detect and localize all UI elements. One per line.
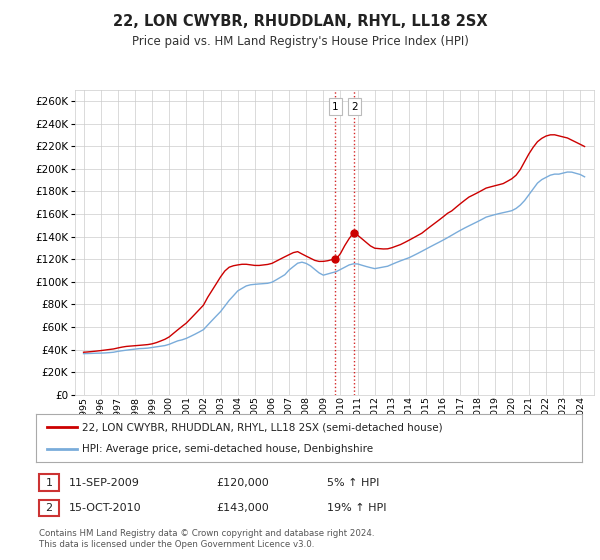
Text: 22, LON CWYBR, RHUDDLAN, RHYL, LL18 2SX: 22, LON CWYBR, RHUDDLAN, RHYL, LL18 2SX xyxy=(113,14,487,29)
Text: £143,000: £143,000 xyxy=(216,503,269,513)
FancyBboxPatch shape xyxy=(39,500,59,516)
Text: 2: 2 xyxy=(351,101,358,111)
Text: £120,000: £120,000 xyxy=(216,478,269,488)
Text: 1: 1 xyxy=(46,478,52,488)
Text: 22, LON CWYBR, RHUDDLAN, RHYL, LL18 2SX (semi-detached house): 22, LON CWYBR, RHUDDLAN, RHYL, LL18 2SX … xyxy=(82,422,443,432)
Text: Contains HM Land Registry data © Crown copyright and database right 2024.
This d: Contains HM Land Registry data © Crown c… xyxy=(39,529,374,549)
Text: 11-SEP-2009: 11-SEP-2009 xyxy=(69,478,140,488)
Text: 15-OCT-2010: 15-OCT-2010 xyxy=(69,503,142,513)
Text: 2: 2 xyxy=(46,503,52,513)
Text: 1: 1 xyxy=(332,101,338,111)
Text: 19% ↑ HPI: 19% ↑ HPI xyxy=(327,503,386,513)
FancyBboxPatch shape xyxy=(39,474,59,491)
Text: HPI: Average price, semi-detached house, Denbighshire: HPI: Average price, semi-detached house,… xyxy=(82,444,374,454)
Text: 5% ↑ HPI: 5% ↑ HPI xyxy=(327,478,379,488)
Text: Price paid vs. HM Land Registry's House Price Index (HPI): Price paid vs. HM Land Registry's House … xyxy=(131,35,469,48)
